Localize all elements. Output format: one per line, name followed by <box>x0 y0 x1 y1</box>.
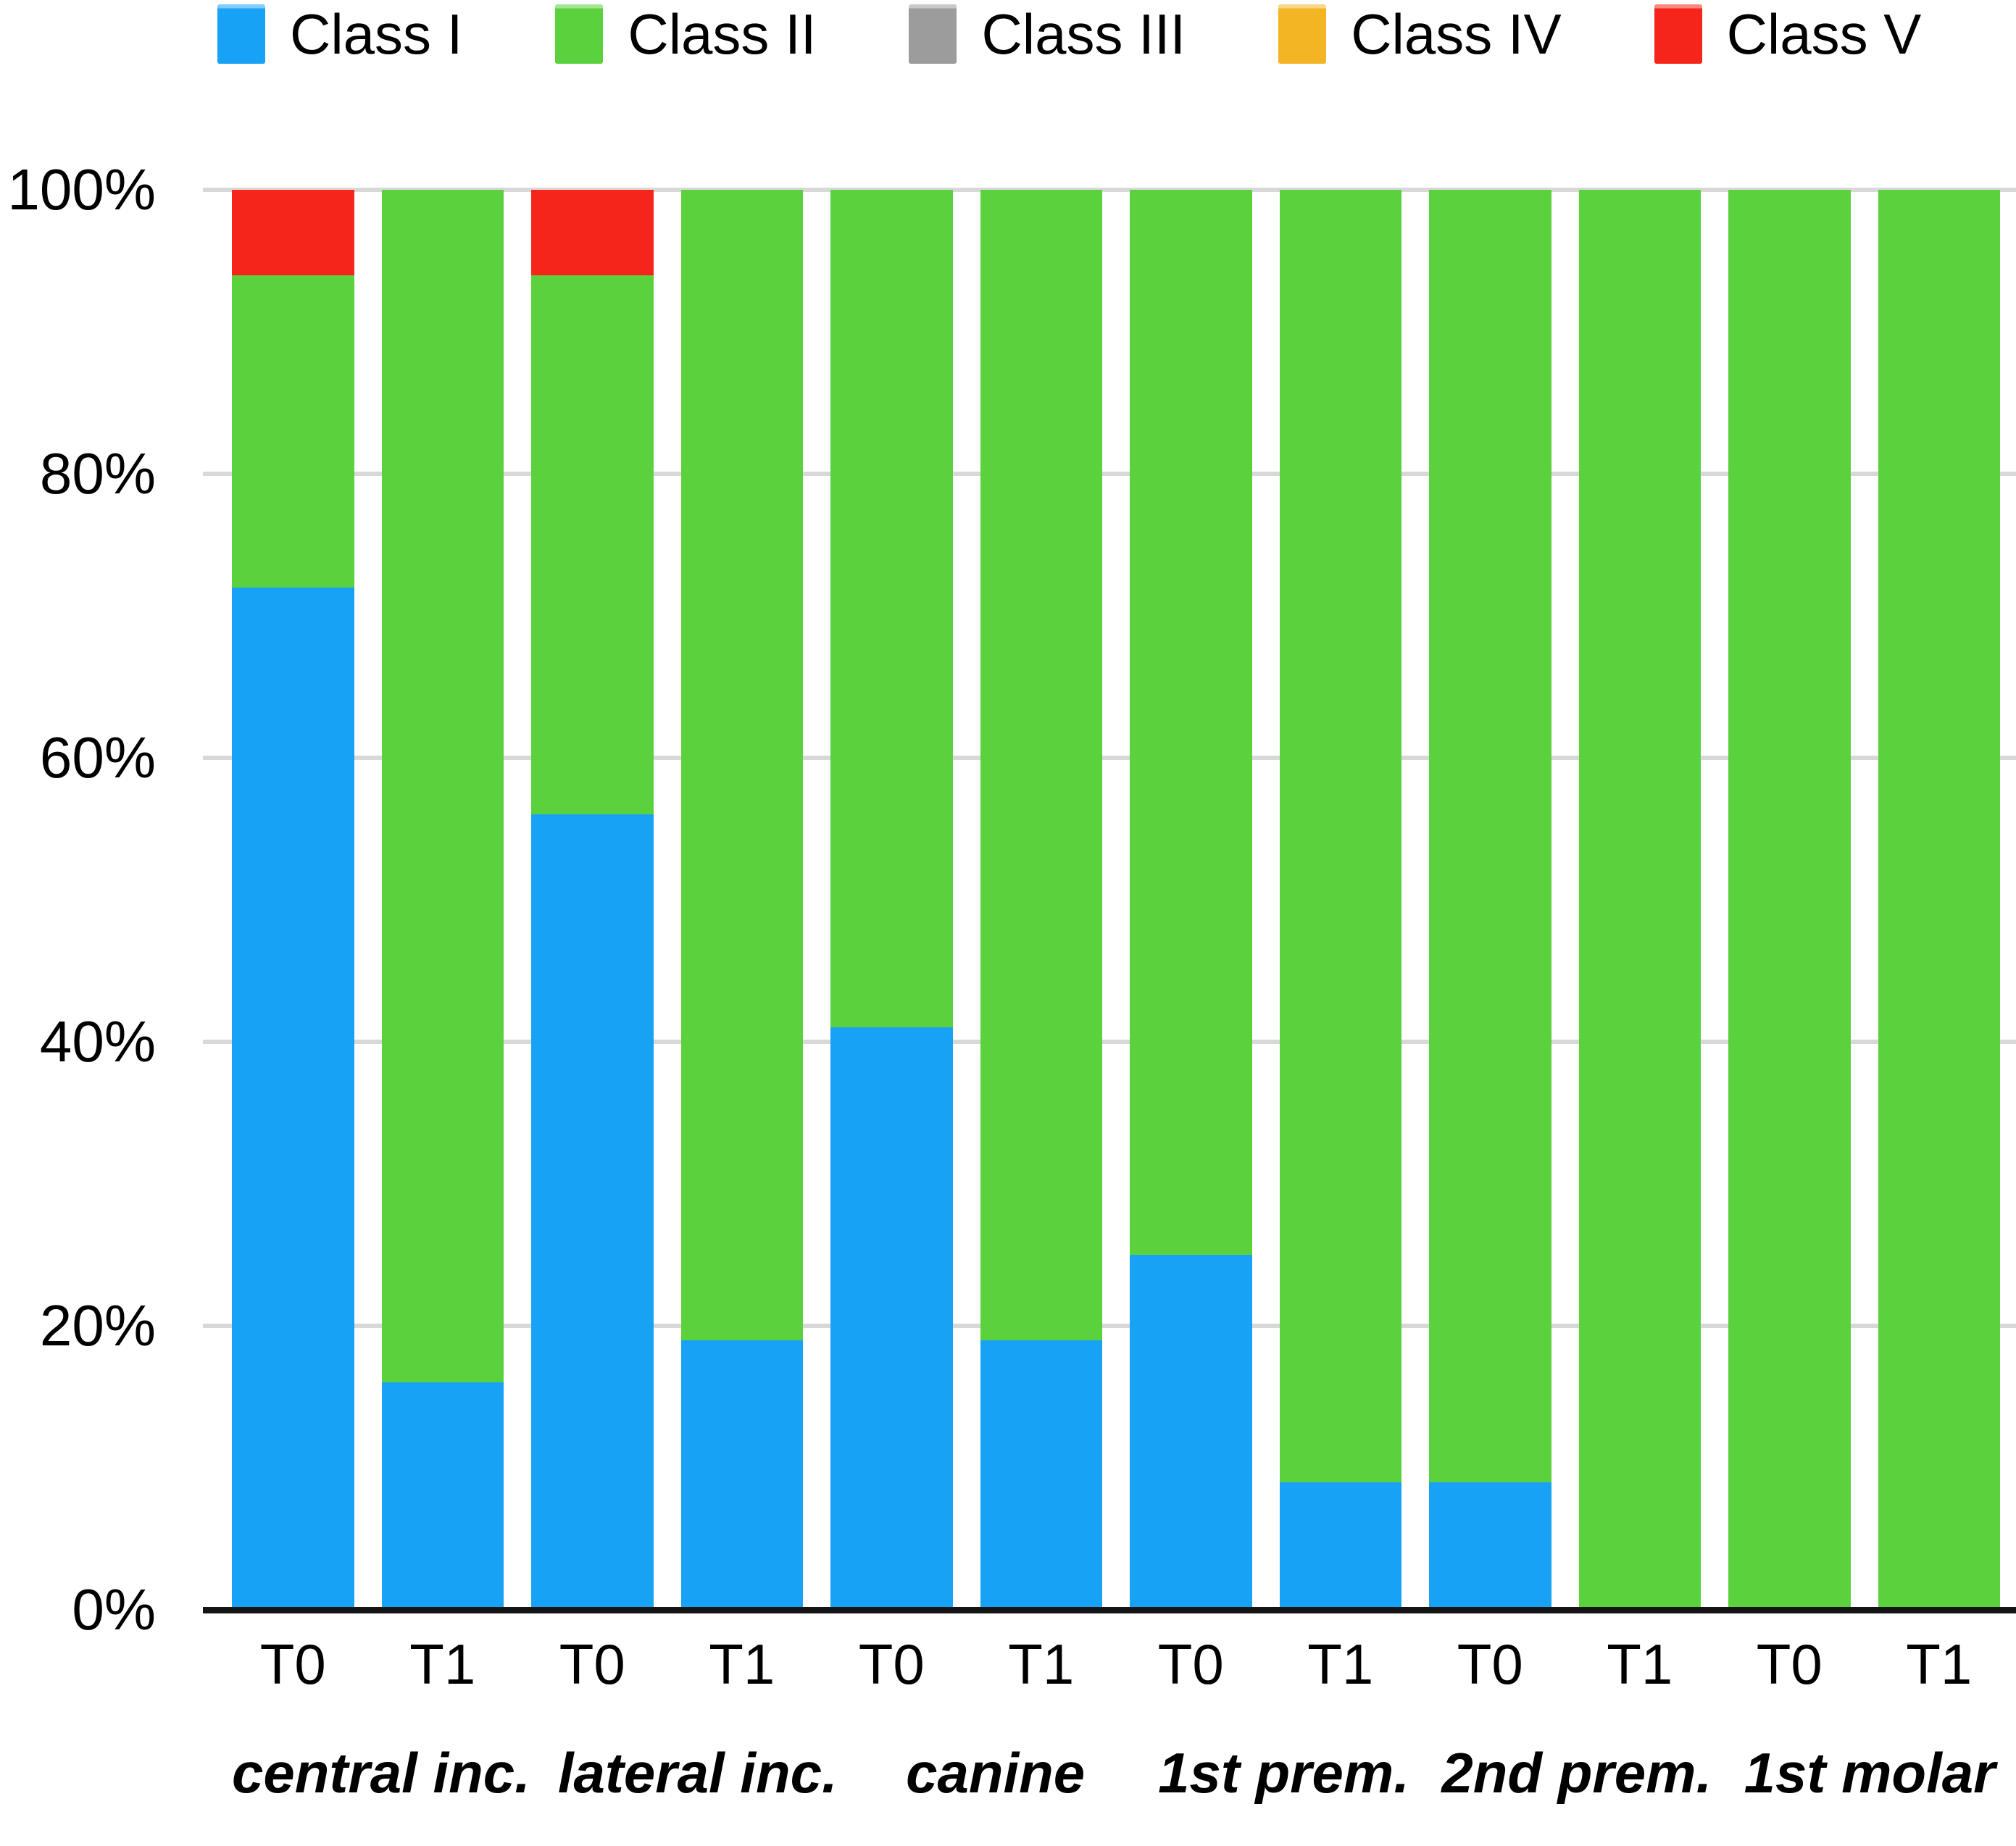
legend-swatch-class-i-icon <box>217 4 265 64</box>
y-tick-label-0: 0% <box>72 1577 156 1642</box>
legend-item-class-iv: Class IV <box>1278 2 1562 66</box>
x-tick-label-8-t0: T0 <box>1457 1632 1523 1696</box>
legend-item-class-ii: Class II <box>555 4 816 64</box>
bar-segment-class-ii <box>1429 190 1551 1482</box>
gridline-20 <box>203 1324 2016 1328</box>
bar-segment-class-i <box>680 1340 803 1610</box>
x-tick-label-1-t1: T1 <box>409 1632 476 1696</box>
gridline-60 <box>203 756 2016 760</box>
bar-lateral-inc-t1 <box>680 190 803 1610</box>
bar-segment-class-ii <box>1728 190 1851 1610</box>
x-tick-label-6-t0: T0 <box>1157 1632 1224 1696</box>
group-label-1st-prem: 1st prem. <box>1158 1741 1409 1805</box>
x-tick-label-10-t0: T0 <box>1756 1632 1823 1696</box>
legend-swatch-class-iii-icon <box>909 4 957 64</box>
bar-lateral-inc-t0 <box>531 190 654 1610</box>
group-label-canine: canine <box>906 1741 1086 1805</box>
bars-area <box>232 190 2000 1610</box>
bar-segment-class-i <box>531 814 654 1610</box>
x-tick-label-11-t1: T1 <box>1906 1632 1973 1696</box>
legend-label-class-iii: Class III <box>981 2 1186 66</box>
legend-label-class-iv: Class IV <box>1351 2 1562 66</box>
bar-2nd-prem-t1 <box>1578 190 1701 1610</box>
x-tick-label-4-t0: T0 <box>858 1632 925 1696</box>
bar-segment-class-ii <box>232 275 354 588</box>
legend-label-class-v: Class V <box>1726 2 1922 66</box>
legend-swatch-class-iv-icon <box>1278 4 1327 64</box>
x-tick-label-5-t1: T1 <box>1008 1632 1075 1696</box>
bar-segment-class-i <box>1429 1482 1551 1610</box>
legend: Class I Class II Class III Class IV Class V <box>217 4 1921 64</box>
x-tick-label-0-t0: T0 <box>259 1632 326 1696</box>
legend-label-class-i: Class I <box>290 2 463 66</box>
bar-segment-class-ii <box>381 190 504 1383</box>
bar-canine-t1 <box>980 190 1102 1610</box>
bar-segment-class-i <box>980 1340 1102 1610</box>
bar-segment-class-i <box>1130 1255 1252 1610</box>
bar-central-inc-t1 <box>381 190 504 1610</box>
bar-1st-prem-t1 <box>1279 190 1401 1610</box>
bar-2nd-prem-t0 <box>1429 190 1551 1610</box>
bar-segment-class-ii <box>1578 190 1701 1610</box>
y-tick-label-20: 20% <box>39 1293 156 1358</box>
group-labels: central inc. lateral inc. canine 1st prem. 2… <box>232 1745 2000 1801</box>
y-tick-label-100: 100% <box>7 157 156 222</box>
bar-segment-class-ii <box>1878 190 2000 1610</box>
bar-segment-class-i <box>830 1027 953 1610</box>
gridline-80 <box>203 472 2016 476</box>
bar-segment-class-ii <box>1279 190 1401 1482</box>
bar-segment-class-ii <box>980 190 1102 1340</box>
y-tick-label-40: 40% <box>39 1009 156 1074</box>
x-tick-label-9-t1: T1 <box>1607 1632 1673 1696</box>
group-label-lateral-inc: lateral inc. <box>557 1741 838 1805</box>
legend-label-class-ii: Class II <box>628 2 817 66</box>
bar-segment-class-i <box>381 1382 504 1610</box>
group-label-central-inc: central inc. <box>232 1741 530 1805</box>
bar-segment-class-v <box>531 190 654 275</box>
y-tick-label-80: 80% <box>39 441 156 506</box>
bar-1st-molar-t1 <box>1878 190 2000 1610</box>
bar-1st-prem-t0 <box>1130 190 1252 1610</box>
legend-item-class-v: Class V <box>1654 2 1922 66</box>
legend-item-class-i: Class I <box>217 4 462 64</box>
y-axis-labels: 0% 20% 40% 60% 80% 100% <box>0 157 156 1642</box>
y-tick-label-60: 60% <box>39 725 156 790</box>
legend-swatch-class-v-icon <box>1654 4 1702 64</box>
x-tick-labels: T0 T1 T0 T1 T0 T1 T0 T1 T0 T1 T0 T1 <box>232 1636 2000 1692</box>
bar-1st-molar-t0 <box>1728 190 1851 1610</box>
bar-segment-class-ii <box>680 190 803 1340</box>
gridline-40 <box>203 1040 2016 1044</box>
legend-swatch-class-ii-icon <box>555 4 604 64</box>
x-tick-label-3-t1: T1 <box>709 1632 775 1696</box>
gridlines <box>203 188 2016 1610</box>
group-label-1st-molar: 1st molar <box>1744 1741 1996 1805</box>
legend-item-class-iii: Class III <box>909 4 1186 64</box>
bar-segment-class-i <box>1279 1482 1401 1610</box>
gridline-100 <box>203 188 2016 192</box>
bar-central-inc-t0 <box>232 190 354 1610</box>
x-tick-label-2-t0: T0 <box>559 1632 625 1696</box>
bar-segment-class-i <box>232 587 354 1610</box>
bar-segment-class-ii <box>531 275 654 815</box>
bar-canine-t0 <box>830 190 953 1610</box>
bar-segment-class-ii <box>830 190 953 1028</box>
group-label-2nd-prem: 2nd prem. <box>1441 1741 1712 1805</box>
x-tick-label-7-t1: T1 <box>1307 1632 1374 1696</box>
bar-segment-class-ii <box>1130 190 1252 1255</box>
bar-segment-class-v <box>232 190 354 275</box>
x-axis-line <box>203 1607 2016 1613</box>
